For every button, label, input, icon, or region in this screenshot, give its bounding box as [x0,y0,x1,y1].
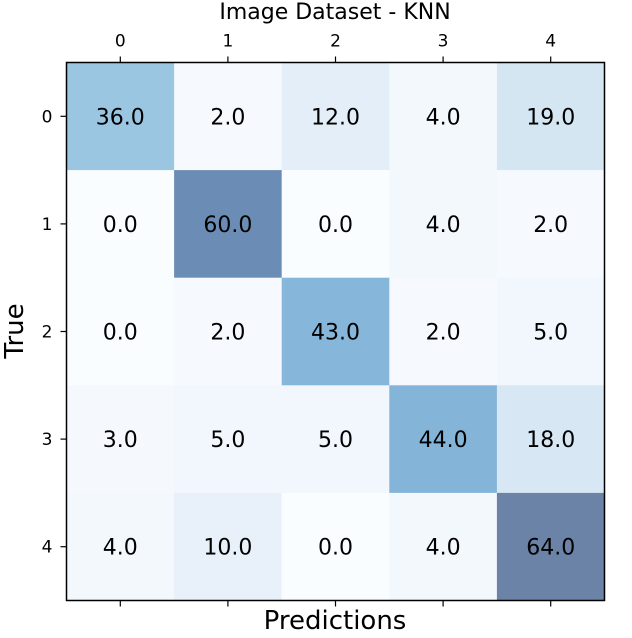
y-tick-label: 4 [42,538,53,558]
cell-value-label: 10.0 [203,536,252,561]
y-tick-label: 2 [42,323,53,343]
heatmap-cell [66,385,175,494]
x-tick-label: 1 [222,32,233,52]
cell-value-label: 4.0 [426,213,461,238]
cell-value-label: 64.0 [526,536,575,561]
cell-value-label: 3.0 [103,428,138,453]
heatmap-cells [66,62,605,601]
heatmap-cell [281,492,390,601]
heatmap-cell [174,277,283,386]
heatmap-cell [389,277,498,386]
x-axis-top: 0 1 2 3 4 [115,32,556,63]
cell-value-label: 0.0 [103,213,138,238]
heatmap-cell [281,170,390,279]
heatmap-cell [389,62,498,171]
x-tick-label: 4 [545,32,556,52]
heatmap-cell [496,62,605,171]
y-tick-label: 1 [42,215,53,235]
heatmap-cell [174,492,283,601]
heatmap-cell [389,170,498,279]
heatmap-cell [281,277,390,386]
heatmap-cell [389,492,498,601]
y-tick-label: 0 [42,107,53,127]
y-axis-label: True [0,303,30,359]
chart-title: Image Dataset - KNN [219,0,450,25]
y-tick-label: 3 [42,430,53,450]
cell-value-label: 4.0 [426,536,461,561]
cell-value-label: 4.0 [426,105,461,130]
heatmap-cell [496,492,605,601]
cell-value-label: 4.0 [103,536,138,561]
cell-value-label: 18.0 [526,428,575,453]
cell-value-label: 5.0 [318,428,353,453]
heatmap-cell [66,170,175,279]
heatmap-cell [66,492,175,601]
x-tick-label: 2 [330,32,341,52]
cell-value-label: 60.0 [203,213,252,238]
y-axis: 0 1 2 3 4 [42,107,67,558]
heatmap-cell [174,385,283,494]
cell-value-label: 5.0 [210,428,245,453]
heatmap-cell [174,62,283,171]
cell-value-label: 2.0 [210,321,245,346]
cell-value-label: 2.0 [533,213,568,238]
x-tick-label: 0 [115,32,126,52]
heatmap-cell [66,62,175,171]
heatmap-cell [281,385,390,494]
cell-value-label: 2.0 [426,321,461,346]
cell-value-label: 2.0 [210,105,245,130]
cell-value-label: 0.0 [318,213,353,238]
cell-value-label: 43.0 [311,321,360,346]
heatmap-cell [496,385,605,494]
x-tick-label: 3 [438,32,449,52]
heatmap-cell [281,62,390,171]
x-axis-label: Predictions [264,606,407,636]
cell-value-label: 12.0 [311,105,360,130]
cell-value-label: 19.0 [526,105,575,130]
x-axis-bottom [119,600,552,607]
heatmap-cell [174,170,283,279]
cell-value-label: 0.0 [318,536,353,561]
heatmap-cell-labels: 36.0 2.0 12.0 4.0 19.0 0.0 60.0 0.0 4.0 2.0 0.0 2.0… [96,105,575,560]
heatmap-cell [66,277,175,386]
cell-value-label: 36.0 [96,105,145,130]
heatmap-cell [496,170,605,279]
plot-frame [65,61,606,602]
heatmap-cell [389,385,498,494]
cell-value-label: 5.0 [533,321,568,346]
heatmap-cell [496,277,605,386]
cell-value-label: 0.0 [103,321,138,346]
cell-value-label: 44.0 [419,428,468,453]
